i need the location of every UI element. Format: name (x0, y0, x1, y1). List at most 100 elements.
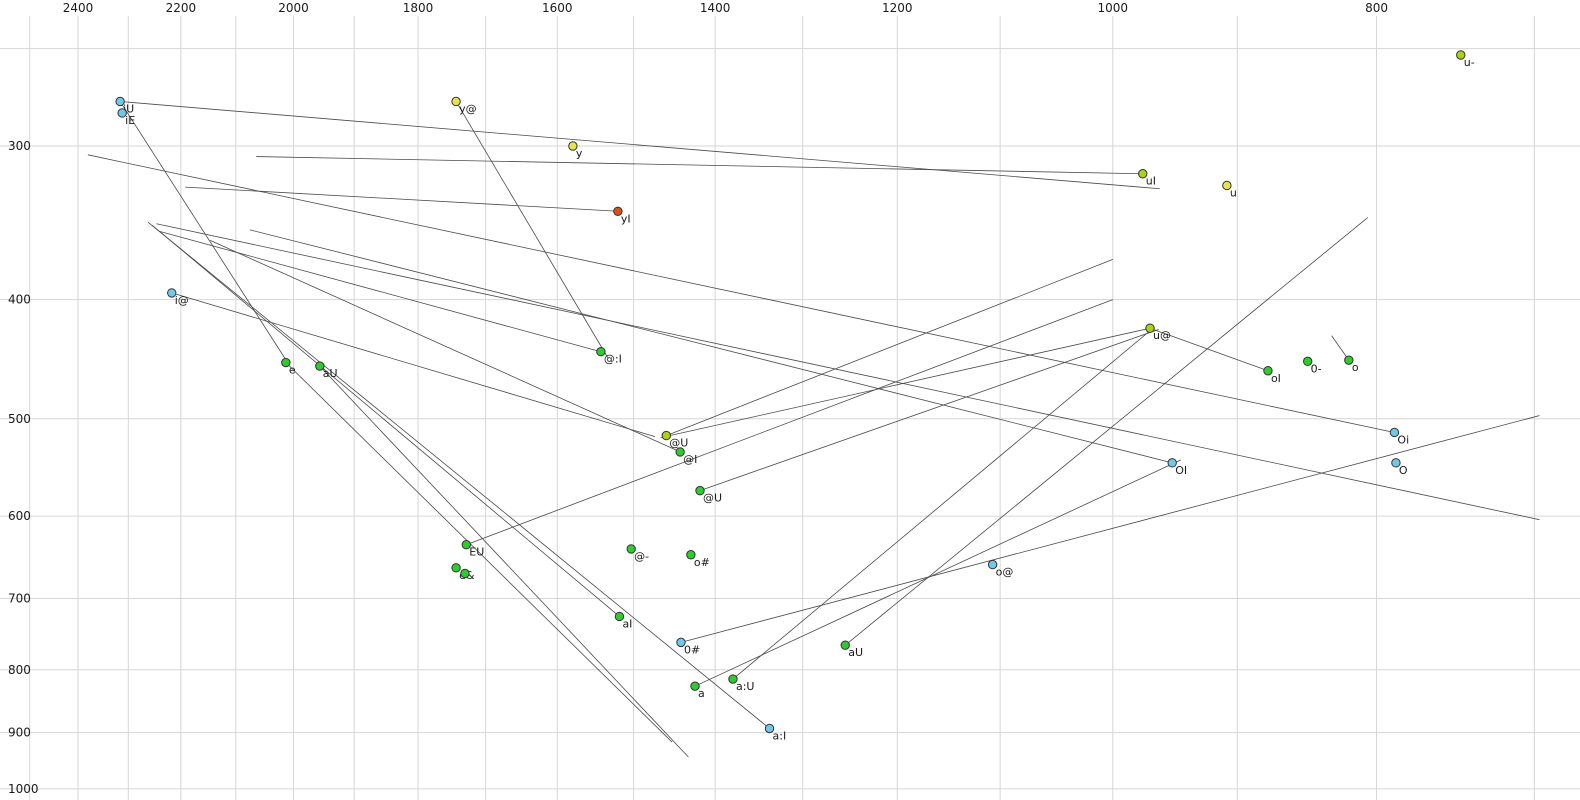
vowel-point-label: iE (125, 114, 135, 127)
vowel-point-label: y@ (459, 102, 477, 115)
vowel-point-dot-@U[interactable] (661, 430, 672, 441)
vowel-point-dot-OI[interactable] (1167, 458, 1177, 468)
vowel-point-dot-aU[interactable] (840, 640, 850, 650)
x-tick-label: 1200 (882, 1, 913, 15)
diphthong-trajectory-line (171, 292, 656, 438)
diphthong-trajectory-line (185, 186, 618, 212)
vowel-point-dot-iU[interactable] (115, 96, 125, 107)
diphthong-trajectory-line (159, 230, 602, 353)
vowel-point-dot-@:I[interactable] (596, 347, 606, 357)
vowel-point-label: aU (323, 367, 338, 380)
vowel-point-label: @- (634, 550, 649, 563)
vowel-point-label: Oi (1397, 433, 1409, 446)
vowel-point-dot-u-[interactable] (1456, 50, 1466, 60)
vowel-point-label: uI (1146, 175, 1156, 188)
diphthong-trajectory-line (1149, 327, 1269, 372)
diphthong-trajectory-line (87, 154, 1395, 433)
vowel-point-label: EU (469, 546, 484, 559)
vowel-point-label: aU (848, 646, 863, 659)
diphthong-trajectory-line (249, 229, 1173, 464)
vowel-point-label: a (698, 687, 705, 700)
diphthong-trajectory-line (660, 327, 1151, 439)
vowel-point-dot-EU[interactable] (461, 540, 471, 550)
vowel-point-dot-e[interactable] (281, 357, 291, 368)
diphthong-trajectory-line (699, 329, 1159, 491)
y-tick-label: 500 (8, 412, 31, 426)
y-tick-label: 600 (8, 509, 31, 523)
vowel-point-dot[interactable] (460, 568, 470, 579)
vowel-point-label: iU (123, 102, 134, 115)
vowel-point-label: u (1230, 186, 1237, 199)
y-tick-label: 400 (8, 293, 31, 307)
vowel-point-dot-a:I[interactable] (764, 723, 775, 734)
vowel-point-dot-aU[interactable] (315, 361, 325, 371)
x-tick-label: 1400 (700, 1, 731, 15)
vowel-point-label: aI (622, 617, 632, 630)
vowel-point-dot-i@[interactable] (167, 288, 177, 298)
vowel-point-dot-y[interactable] (568, 141, 578, 151)
vowel-point-label: o@ (996, 566, 1014, 579)
vowel-point-label: oI (1271, 372, 1281, 385)
vowel-point-label: 0# (684, 643, 700, 656)
diphthong-trajectory-line (120, 101, 1160, 190)
vowel-point-dot-@-[interactable] (626, 544, 636, 554)
vowel-point-label: a:I (773, 729, 787, 742)
vowel-point-dot-uI[interactable] (1138, 169, 1148, 179)
vowel-point-label: @I (683, 453, 697, 466)
vowel-point-dot-u[interactable] (1222, 180, 1232, 191)
vowel-point-dot-yI[interactable] (613, 206, 623, 216)
y-tick-label: 1000 (8, 782, 39, 796)
diphthong-trajectory-line (732, 330, 1151, 680)
vowel-point-dot-aI[interactable] (614, 611, 625, 622)
x-tick-label: 1000 (1098, 1, 1129, 15)
vowel-point-dot-a:U[interactable] (728, 674, 738, 684)
diphthong-trajectory-line (466, 299, 1113, 546)
vowel-point-dot-0-[interactable] (1302, 356, 1313, 367)
vowel-point-label: yI (621, 212, 631, 225)
vowel-point-dot-Oi[interactable] (1389, 427, 1400, 438)
vowel-point-label: u- (1464, 56, 1475, 69)
vowel-point-label: i@ (175, 294, 189, 307)
vowel-point-dot-o#[interactable] (686, 550, 696, 560)
y-tick-label: 800 (8, 663, 31, 677)
x-tick-label: 2400 (63, 1, 94, 15)
diphthong-trajectory-line (156, 223, 1540, 521)
vowel-point-dot-u@[interactable] (1145, 323, 1155, 333)
vowel-point-label: y (576, 147, 583, 160)
vowel-point-dot-o@[interactable] (987, 559, 998, 570)
diphthong-trajectory-line (119, 101, 288, 363)
diphthong-trajectory-line (147, 221, 770, 729)
vowel-point-label: @:I (604, 353, 622, 366)
vowel-point-dot-e&[interactable] (451, 563, 461, 573)
diphthong-trajectory-line (694, 459, 1182, 687)
x-tick-label: 1800 (403, 1, 434, 15)
vowel-point-dot-iE[interactable] (117, 108, 127, 118)
vowel-point-dot-a[interactable] (690, 681, 700, 691)
diphthong-trajectory-line (680, 415, 1540, 643)
vowel-point-label: 0- (1311, 362, 1322, 375)
vowel-point-dot-@U[interactable] (695, 485, 705, 496)
y-tick-label: 300 (8, 139, 31, 153)
diphthong-trajectory-line (256, 156, 1143, 175)
vowel-point-dot-y@[interactable] (451, 96, 461, 107)
vowel-point-label: OI (1175, 464, 1187, 477)
vowel-point-dot-O[interactable] (1391, 458, 1401, 468)
vowel-point-label: e (289, 364, 296, 377)
diphthong-trajectory-line (455, 101, 609, 358)
y-tick-label: 700 (8, 591, 31, 605)
vowel-point-dot-@I[interactable] (675, 447, 685, 457)
vowel-point-dot-0#[interactable] (676, 637, 686, 648)
vowel-point-label: @U (669, 437, 688, 450)
vowel-point-label: O (1399, 464, 1408, 477)
diphthong-trajectory-line (319, 365, 689, 758)
vowel-point-label: u@ (1153, 329, 1171, 342)
diphthong-trajectory-line (845, 217, 1368, 646)
vowel-point-dot-o[interactable] (1344, 355, 1354, 365)
diphthong-trajectory-line (666, 259, 1113, 436)
x-tick-label: 1600 (542, 1, 573, 15)
vowel-point-dot-oI[interactable] (1263, 366, 1273, 376)
x-tick-label: 2000 (278, 1, 309, 15)
diphthong-trajectory-line (151, 224, 620, 617)
